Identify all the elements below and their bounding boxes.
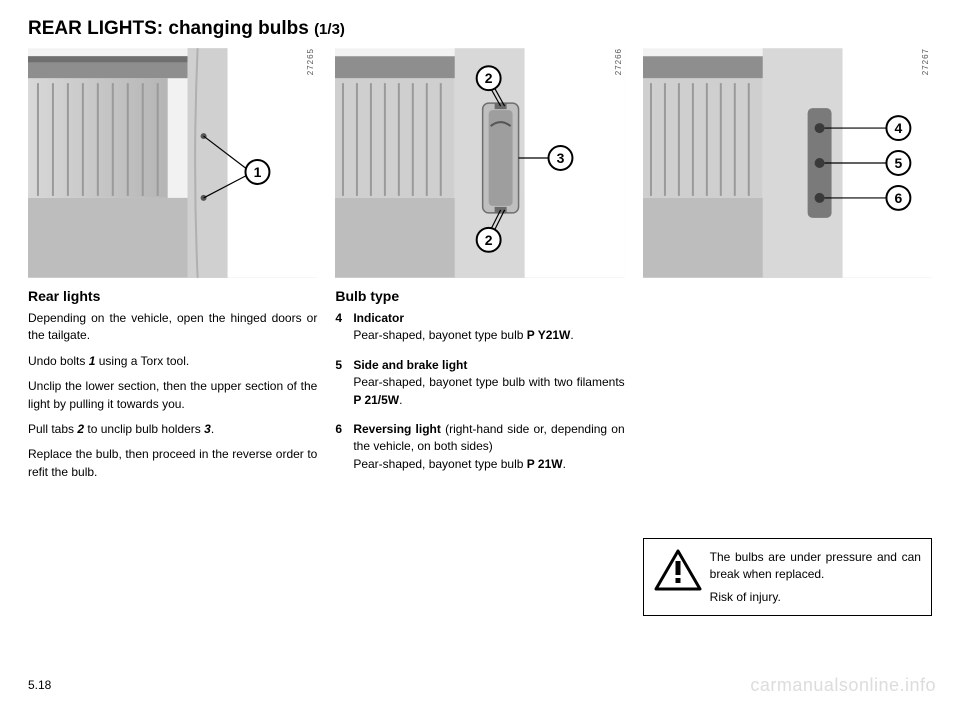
item-body: Reversing light (right-hand side or, dep…: [353, 421, 624, 473]
t: to unclip bulb holders: [84, 422, 204, 436]
svg-text:5: 5: [894, 155, 902, 171]
col1-p4: Pull tabs 2 to unclip bulb holders 3.: [28, 421, 317, 438]
svg-text:2: 2: [485, 232, 493, 248]
item-title: Reversing light: [353, 422, 445, 436]
figure-b-svg: 2 3 2: [335, 48, 624, 278]
t: Pull tabs: [28, 422, 77, 436]
svg-text:2: 2: [485, 70, 493, 86]
item-num: 4: [335, 310, 353, 345]
col1-p1: Depending on the vehicle, open the hinge…: [28, 310, 317, 345]
col1-p2: Undo bolts 1 using a Torx tool.: [28, 353, 317, 370]
column-2: 27266: [335, 48, 624, 616]
watermark: carmanualsonline.info: [750, 675, 936, 696]
warning-line2: Risk of injury.: [654, 589, 921, 606]
spec: P 21W: [527, 457, 563, 471]
figure-a: 27265: [28, 48, 317, 278]
ref-3: 3: [204, 422, 211, 436]
svg-text:3: 3: [557, 150, 565, 166]
figure-c: 27267: [643, 48, 932, 278]
manual-page: REAR LIGHTS: changing bulbs (1/3) 27265: [0, 0, 960, 616]
figure-b: 27266: [335, 48, 624, 278]
figure-c-svg: 4 5 6: [643, 48, 932, 278]
t: .: [211, 422, 214, 436]
col1-p5: Replace the bulb, then proceed in the re…: [28, 446, 317, 481]
page-title-part: (1/3): [314, 21, 345, 38]
callout-1: 1: [254, 164, 262, 180]
figure-code-b: 27266: [614, 48, 623, 75]
item-body: Side and brake light Pear-shaped, bayone…: [353, 357, 624, 409]
t: .: [563, 457, 566, 471]
spec: P Y21W: [527, 328, 571, 342]
t: Pear-shaped, bayonet type bulb: [353, 328, 526, 342]
svg-text:6: 6: [894, 190, 902, 206]
item-title: Indicator: [353, 311, 404, 325]
bulb-item-5: 5 Side and brake light Pear-shaped, bayo…: [335, 357, 624, 409]
page-title-row: REAR LIGHTS: changing bulbs (1/3): [28, 18, 932, 40]
figure-a-svg: 1: [28, 48, 317, 278]
t: Undo bolts: [28, 354, 89, 368]
spec: P 21/5W: [353, 393, 399, 407]
col2-heading: Bulb type: [335, 288, 624, 304]
figure-code-a: 27265: [306, 48, 315, 75]
bulb-item-6: 6 Reversing light (right-hand side or, d…: [335, 421, 624, 473]
columns: 27265: [28, 48, 932, 616]
item-num: 6: [335, 421, 353, 473]
page-number: 5.18: [28, 678, 51, 692]
t: .: [570, 328, 573, 342]
item-title: Side and brake light: [353, 358, 467, 372]
col1-heading: Rear lights: [28, 288, 317, 304]
t: Pear-shaped, bayonet type bulb: [353, 457, 526, 471]
t: .: [399, 393, 402, 407]
bulb-item-4: 4 Indicator Pear-shaped, bayonet type bu…: [335, 310, 624, 345]
column-3: 27267: [643, 48, 932, 616]
col1-p3: Unclip the lower section, then the upper…: [28, 378, 317, 413]
item-body: Indicator Pear-shaped, bayonet type bulb…: [353, 310, 624, 345]
column-1: 27265: [28, 48, 317, 616]
page-title: REAR LIGHTS: changing bulbs: [28, 18, 314, 39]
warning-box: The bulbs are under pres­sure and can br…: [643, 538, 932, 616]
t: Pear-shaped, bayonet type bulb with two …: [353, 375, 624, 389]
figure-code-c: 27267: [921, 48, 930, 75]
item-num: 5: [335, 357, 353, 409]
warning-icon: [654, 549, 702, 591]
svg-text:4: 4: [894, 120, 902, 136]
t: using a Torx tool.: [95, 354, 189, 368]
